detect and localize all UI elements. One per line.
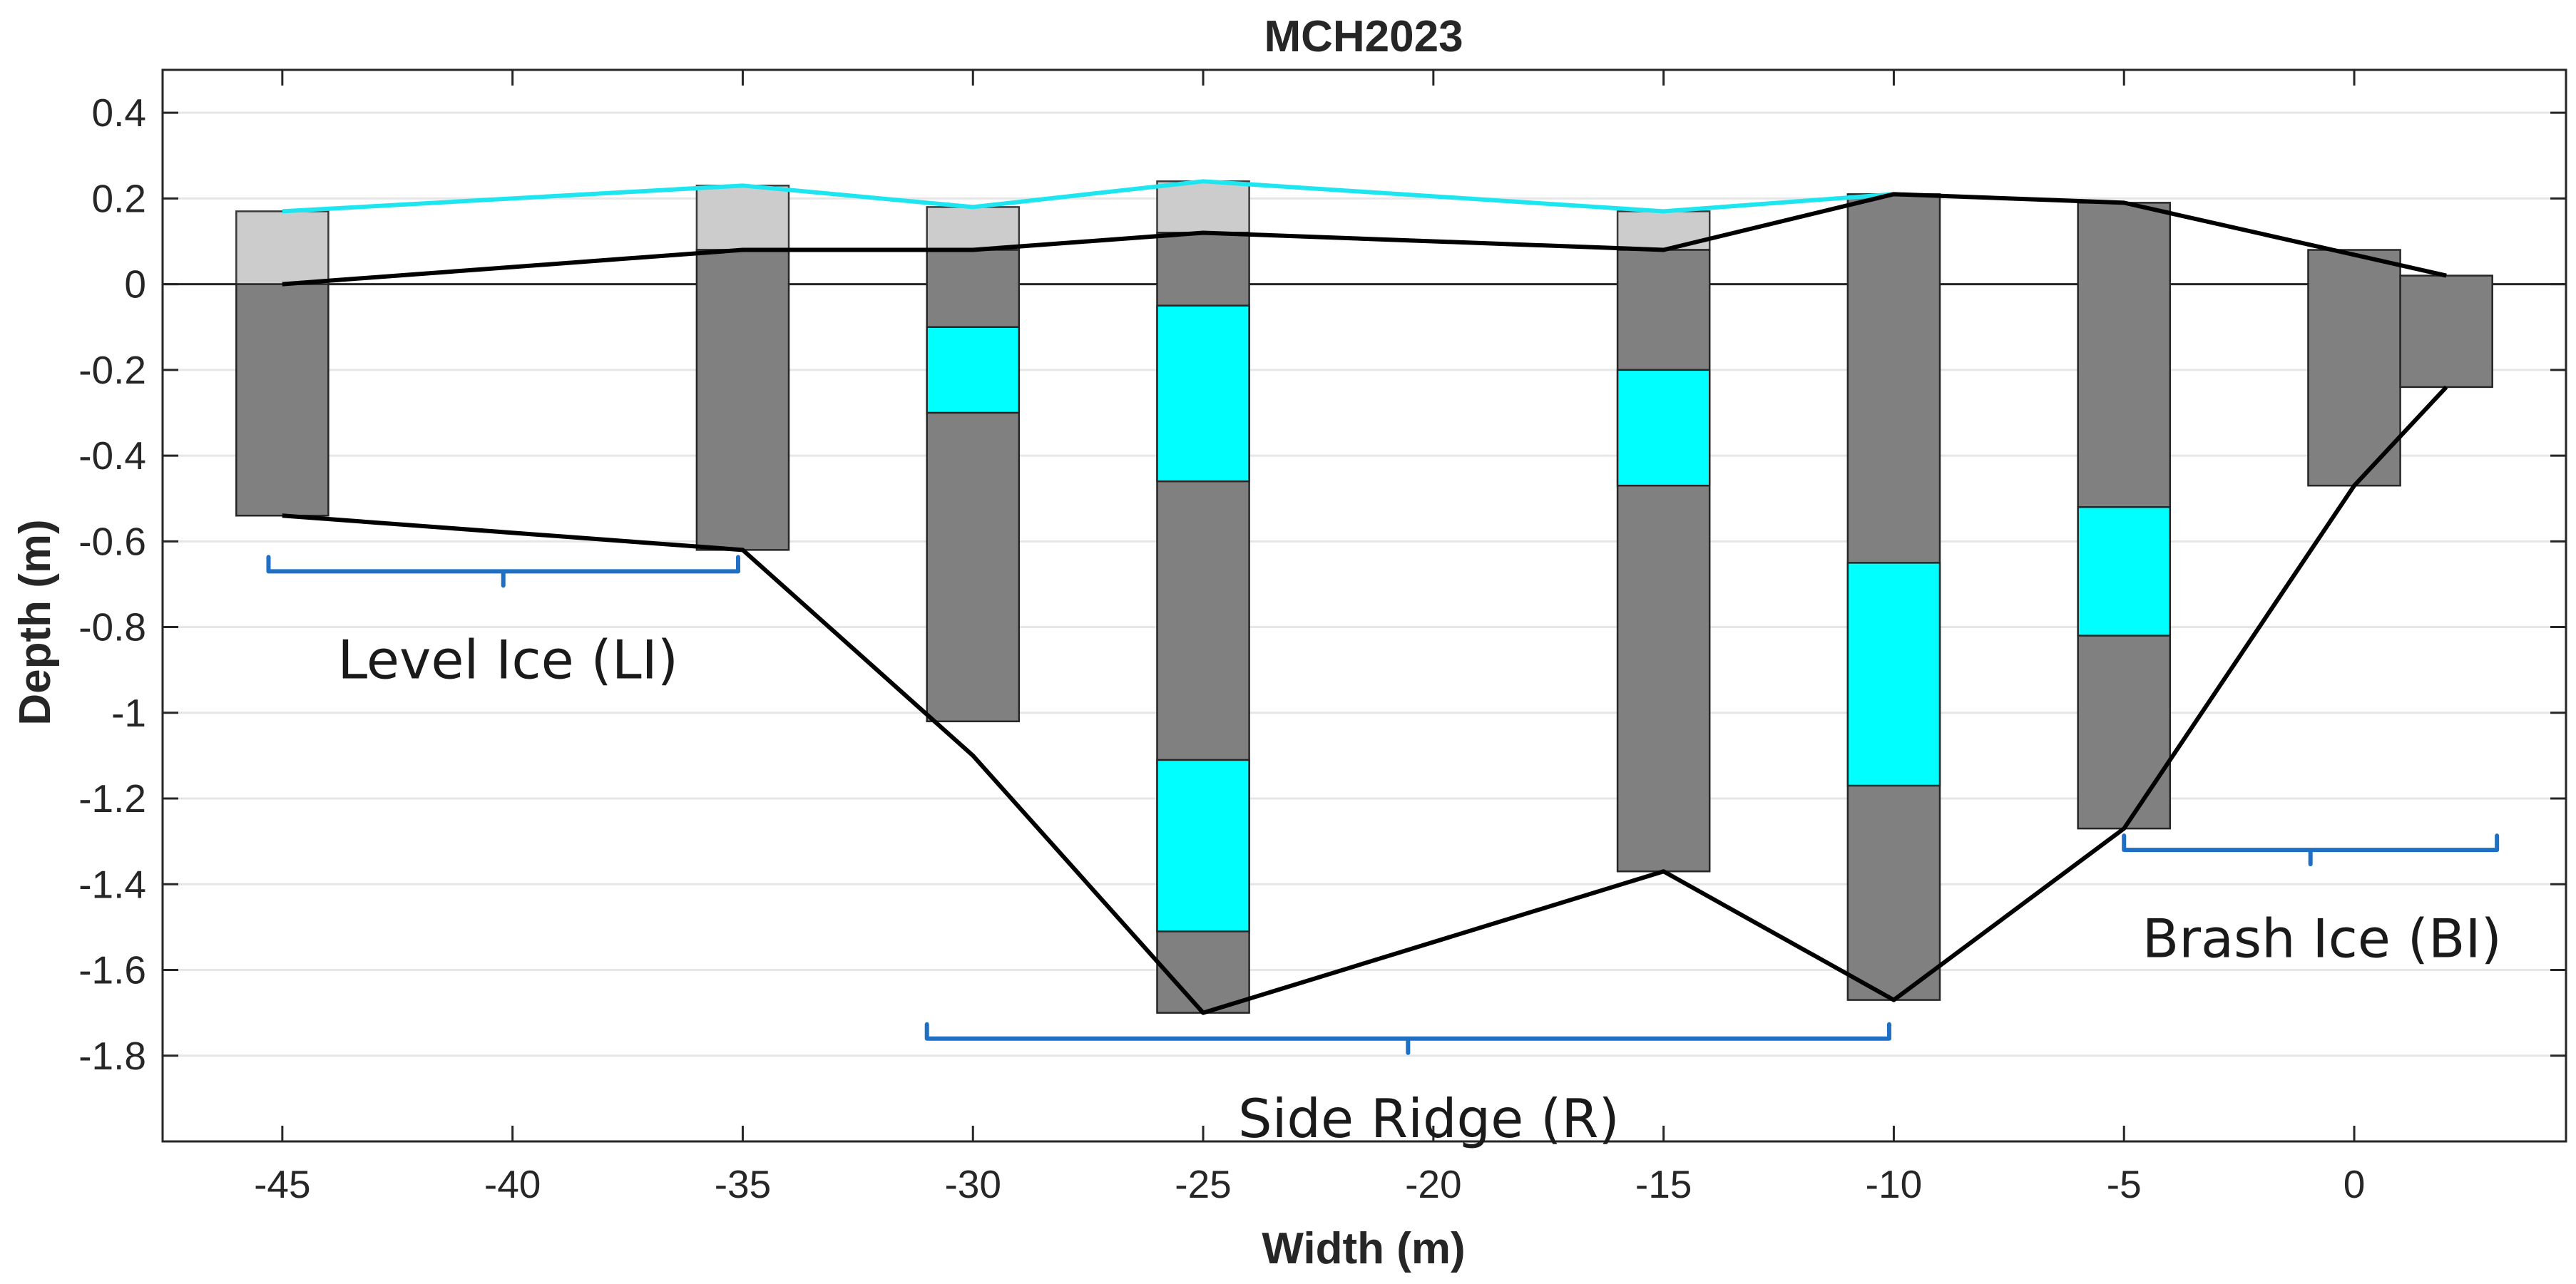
axes-frame <box>161 68 2567 1143</box>
annotation-label-2: Brash Ice (BI) <box>2142 907 2502 970</box>
ice-column-2 <box>926 249 1021 723</box>
x-tick-label-8: -5 <box>2107 1162 2142 1206</box>
ice-columns <box>235 180 2493 1014</box>
axis-ticks: -45 -40 -35 -30 -25 -20 -15 -10 -5 0 0.4 0.2 0 -0.2 -0… <box>78 70 2566 1206</box>
y-tick-label-3: -0.2 <box>78 348 146 392</box>
y-axis-label: Depth (m) <box>11 519 60 725</box>
y-tick-label-1: 0.2 <box>92 176 146 220</box>
x-tick-label-1: -40 <box>484 1162 541 1206</box>
ice-bottom-line <box>282 385 2448 1015</box>
y-tick-label-9: -1.4 <box>78 862 146 906</box>
y-tick-label-2: 0 <box>124 262 146 307</box>
x-tick-label-9: 0 <box>2344 1162 2366 1206</box>
ice-top-line <box>282 192 2447 287</box>
void-3-0 <box>1156 304 1250 483</box>
bracket-0 <box>266 555 740 588</box>
snow-layer-0 <box>235 210 329 285</box>
x-tick-label-7: -10 <box>1866 1162 1923 1206</box>
x-tick-label-0: -45 <box>254 1162 311 1206</box>
x-tick-label-5: -20 <box>1405 1162 1462 1206</box>
annotation-label-0: Level Ice (LI) <box>337 629 678 692</box>
y-tick-label-4: -0.4 <box>78 433 146 478</box>
ice-column-4 <box>1616 249 1711 873</box>
annotation-label-1: Side Ridge (R) <box>1238 1087 1620 1150</box>
x-tick-label-2: -35 <box>715 1162 772 1206</box>
profile-lines <box>282 179 2448 1015</box>
y-tick-label-5: -0.6 <box>78 519 146 563</box>
chart-title: MCH2023 <box>1264 12 1463 61</box>
snow-layer-2 <box>926 206 1021 251</box>
x-axis-label: Width (m) <box>1262 1224 1465 1273</box>
y-tick-label-6: -0.8 <box>78 605 146 649</box>
ice-column-0 <box>235 283 329 517</box>
y-tick-label-10: -1.6 <box>78 948 146 992</box>
x-tick-label-4: -25 <box>1175 1162 1232 1206</box>
axes-box <box>161 68 2567 1143</box>
y-tick-label-0: 0.4 <box>92 91 146 135</box>
void-4-0 <box>1616 369 1711 487</box>
void-6-0 <box>2077 505 2172 637</box>
y-tick-label-7: -1 <box>111 691 146 735</box>
snow-layer-3 <box>1156 180 1250 234</box>
annotations: Level Ice (LI) Side Ridge (R) Brash Ice (B… <box>266 555 2502 1150</box>
void-3-1 <box>1156 759 1250 933</box>
x-tick-label-3: -30 <box>944 1162 1001 1206</box>
snow-surface-line <box>282 179 1894 214</box>
void-5-0 <box>1846 562 1941 787</box>
bracket-1 <box>924 1022 1891 1055</box>
bracket-2 <box>2122 833 2500 867</box>
ice-column-7 <box>2307 249 2401 487</box>
x-tick-label-6: -15 <box>1635 1162 1692 1206</box>
ice-column-1 <box>695 249 790 551</box>
void-2-0 <box>926 326 1021 414</box>
snow-layer-1 <box>695 185 790 251</box>
y-tick-label-11: -1.8 <box>78 1034 146 1078</box>
y-tick-label-8: -1.2 <box>78 776 146 821</box>
ice-column-8 <box>2399 274 2493 389</box>
